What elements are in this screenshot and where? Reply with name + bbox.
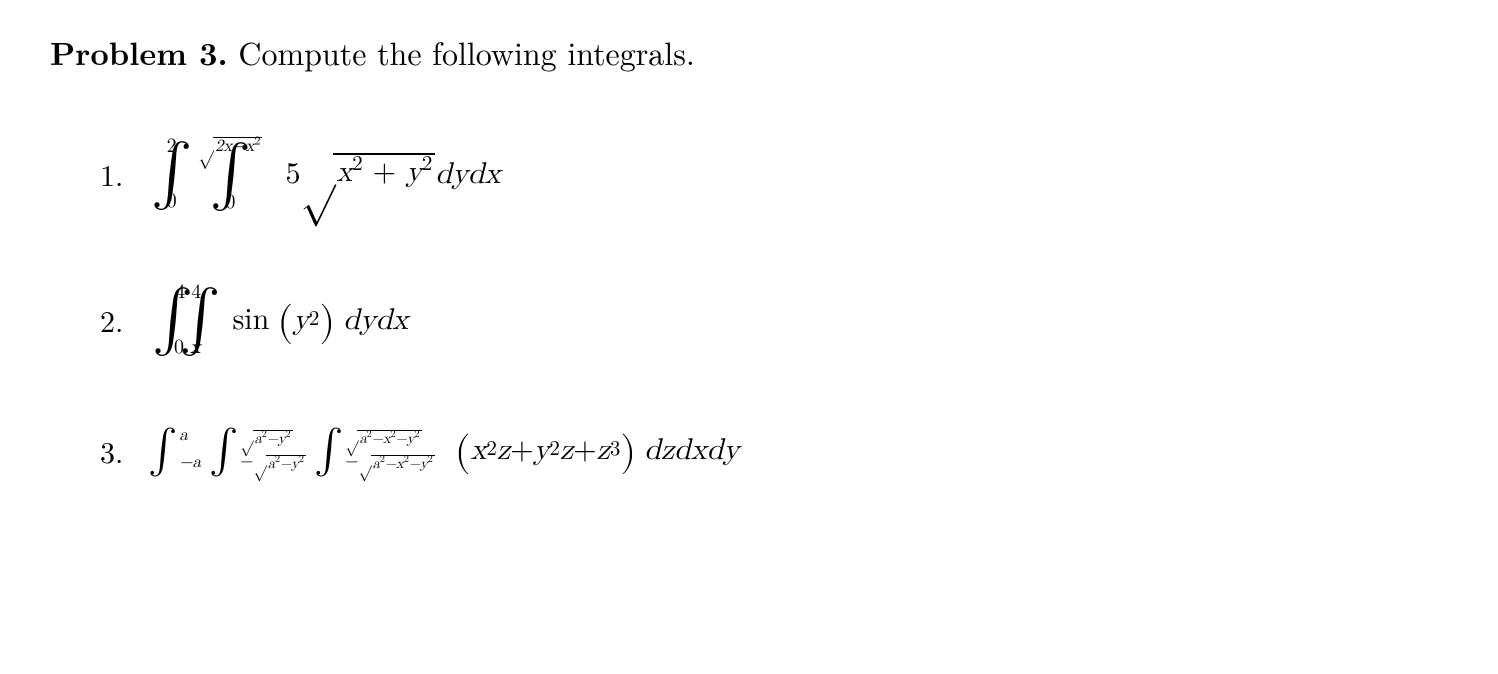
variable: y [293, 302, 309, 338]
term: −y [396, 431, 415, 446]
integral-upper: a [179, 427, 188, 446]
item-number: 2. [100, 298, 130, 341]
sqrt-icon: √ a2−x2−y2 [345, 430, 421, 447]
sqrt-icon: √ a2−y2 [240, 430, 292, 447]
problem-instruction: Compute the following integrals. [238, 30, 694, 75]
math-expression-1: 2 ∫ 0 √ 2x−x2 ∫ 0 5 √ x2 + y2 [148, 135, 500, 212]
variable: z [560, 432, 573, 468]
variable: y [406, 157, 422, 187]
term: −x [385, 456, 404, 471]
paren-close-icon: ) [620, 432, 636, 473]
math-expression-3: ∫ a −a ∫ √ a2−y2 [148, 427, 739, 472]
operator: + [363, 157, 406, 187]
variable: a [255, 431, 262, 446]
math-expression-2: 4 4 ∫ ∫ 0 x sin (y2) dydx [148, 282, 408, 357]
exponent: 2 [299, 454, 304, 464]
variable: z [597, 432, 610, 468]
problem-item-1: 1. 2 ∫ 0 √ 2x−x2 ∫ 0 5 √ [100, 135, 1448, 212]
integral-sign: √ 2x−x2 ∫ 0 [198, 135, 262, 212]
problems-list: 1. 2 ∫ 0 √ 2x−x2 ∫ 0 5 √ [50, 135, 1448, 473]
item-number: 1. [100, 152, 130, 195]
variable: y [534, 432, 550, 468]
integral-symbol-icon: ∫ [210, 153, 251, 196]
variable: a [268, 456, 275, 471]
exponent: 2 [428, 454, 433, 464]
variable: z [497, 432, 510, 468]
integral-lower: x [190, 337, 201, 357]
integral-lower: 0 [225, 192, 235, 212]
variable: a [359, 431, 366, 446]
problem-label: Problem 3. [50, 30, 228, 75]
exponent: 2 [415, 429, 420, 439]
paren-open-icon: ( [277, 302, 293, 343]
sqrt-icon: √ a2−x2−y2 [358, 455, 434, 472]
exponent: 2 [422, 154, 433, 175]
minus-sign: − [345, 453, 358, 470]
variable: x [471, 432, 487, 468]
function-name: sin [232, 302, 269, 338]
integral-symbol-icon: ∫ [151, 152, 192, 195]
problem-header: Problem 3. Compute the following integra… [50, 30, 1448, 75]
integral-symbol-icon: ∫ [179, 298, 220, 341]
paren-open-icon: ( [455, 432, 471, 473]
integral-symbol-icon: ∫ [148, 435, 177, 466]
variable: x [336, 157, 352, 187]
integral-lower: 0 [174, 337, 184, 357]
integral-sign: ∫ √ a2−y2 − √ a2−y2 [209, 428, 306, 472]
operator: + [573, 432, 596, 468]
problem-item-2: 2. 4 4 ∫ ∫ 0 x sin (y2) dydx [100, 282, 1448, 357]
integral-symbol-icon: ∫ [209, 435, 238, 466]
variable: a [373, 456, 380, 471]
term: −y [409, 456, 428, 471]
sqrt-icon: √ a2−y2 [254, 455, 306, 472]
minus-sign: − [240, 453, 253, 470]
integral-lower: −a [179, 454, 201, 473]
integral-symbol-icon: ∫ [314, 435, 343, 466]
coefficient: 5 [285, 156, 300, 192]
exponent: 2 [255, 135, 261, 147]
term: −x [372, 431, 391, 446]
differential: dydx [435, 156, 500, 192]
integral-sign: ∫ √ a2−x2−y2 − √ a2−x2−y2 [314, 428, 435, 472]
differential: dzdxdy [644, 432, 739, 468]
term: −y [280, 456, 299, 471]
term: −y [267, 431, 286, 446]
double-integral: 4 4 ∫ ∫ 0 x [152, 282, 220, 357]
integral-lower: 0 [167, 191, 177, 211]
sqrt-icon: √ x2 + y2 [300, 153, 435, 195]
integral-sign: 2 ∫ 0 [151, 136, 192, 211]
item-number: 3. [100, 429, 130, 472]
paren-close-icon: ) [319, 302, 335, 343]
integral-sign: ∫ a −a [148, 427, 201, 472]
problem-item-3: 3. ∫ a −a ∫ √ a2−y2 [100, 427, 1448, 472]
differential: dydx [343, 302, 408, 338]
exponent: 2 [352, 154, 363, 175]
exponent: 2 [286, 429, 291, 439]
operator: + [510, 432, 533, 468]
